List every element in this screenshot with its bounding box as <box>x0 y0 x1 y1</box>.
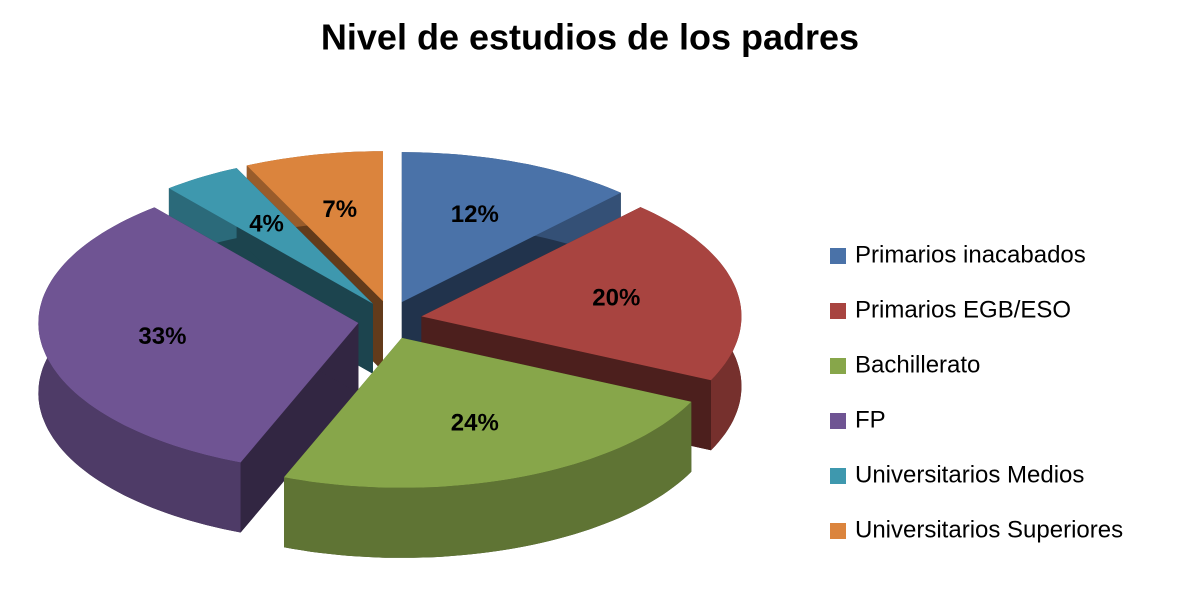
legend-label: Primarios EGB/ESO <box>855 296 1071 323</box>
data-label: 7% <box>322 196 357 223</box>
slice <box>284 337 692 558</box>
data-label: 4% <box>249 211 284 238</box>
data-label: 12% <box>451 201 499 228</box>
legend-swatch <box>830 468 846 484</box>
legend-swatch <box>830 248 846 264</box>
legend-label: Universitarios Medios <box>855 461 1084 488</box>
pie: 12% 20% 24% 33% 4% 7% <box>38 151 742 558</box>
legend-label: Primarios inacabados <box>855 241 1086 268</box>
legend-swatch <box>830 303 846 319</box>
legend-swatch <box>830 358 846 374</box>
slice-top <box>421 207 742 381</box>
legend-label: Universitarios Superiores <box>855 516 1123 543</box>
legend-label: Bachillerato <box>855 351 980 378</box>
slice <box>38 207 359 533</box>
data-label: 20% <box>592 284 640 311</box>
slice-top <box>168 168 373 304</box>
legend-swatch <box>830 413 846 429</box>
slice-top <box>38 207 359 463</box>
slice-top <box>401 152 621 303</box>
slice-top <box>246 151 383 302</box>
data-label: 24% <box>451 410 499 437</box>
legend: Primarios inacabados Primarios EGB/ESO Bac… <box>830 241 1123 543</box>
slice-wall <box>284 401 692 558</box>
data-label: 33% <box>138 323 186 350</box>
slice-top <box>284 337 692 488</box>
legend-swatch <box>830 523 846 539</box>
legend-label: FP <box>855 406 886 433</box>
chart-title: Nivel de estudios de los padres <box>321 17 859 58</box>
